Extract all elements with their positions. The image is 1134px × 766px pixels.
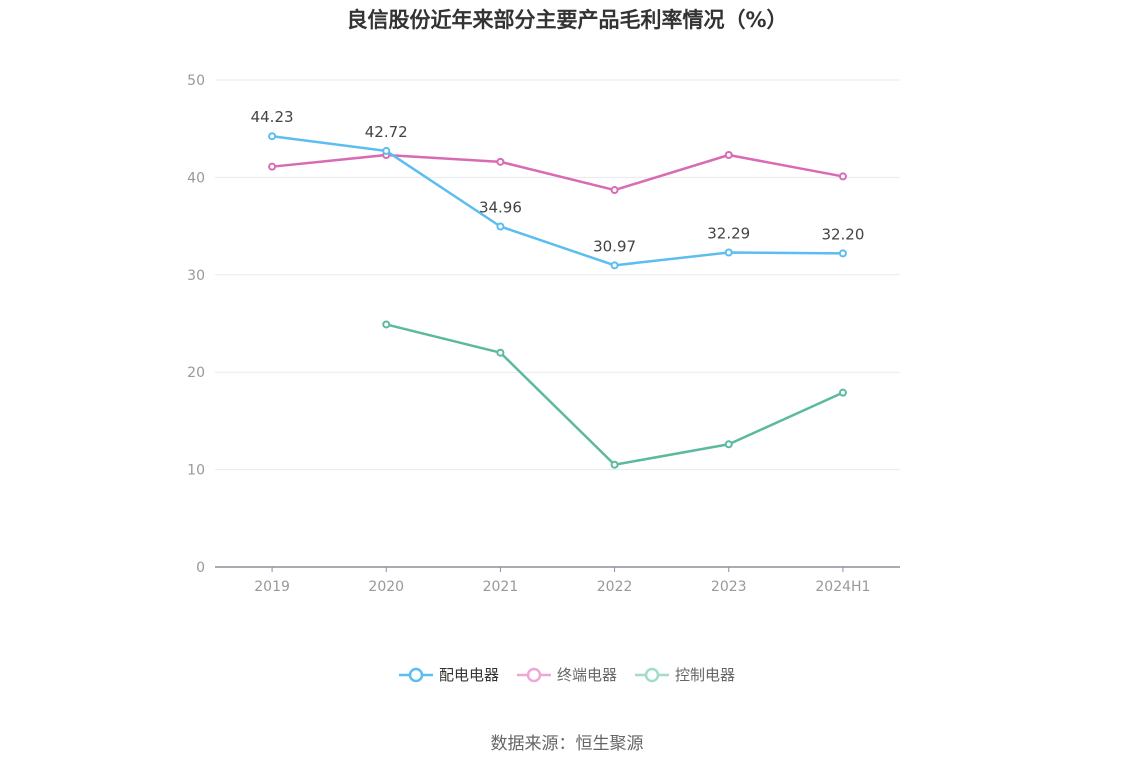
data-point [838, 249, 847, 258]
legend-item-series-1[interactable]: 终端电器 [516, 664, 617, 685]
legend-item-series-0[interactable]: 配电电器 [398, 664, 499, 685]
data-label: 44.23 [251, 108, 294, 126]
data-label: 32.20 [821, 225, 864, 243]
data-point [724, 248, 733, 257]
chart-legend: 配电电器 终端电器 控制电器 [0, 664, 1134, 685]
y-tick-label: 10 [187, 463, 205, 479]
legend-label: 终端电器 [556, 666, 617, 684]
x-tick-label: 2021 [483, 579, 519, 595]
x-tick-label: 2023 [711, 579, 747, 595]
data-source-note: 数据来源：恒生聚源 [490, 734, 644, 754]
series-line-2 [385, 323, 844, 466]
data-label: 42.72 [365, 123, 408, 141]
x-tick-label: 2024H1 [815, 579, 870, 595]
series-line-1 [271, 153, 844, 192]
legend-item-series-2[interactable]: 控制电器 [635, 664, 735, 685]
legend-label: 控制电器 [675, 666, 736, 684]
x-tick-label: 2020 [368, 579, 404, 595]
data-point [724, 440, 733, 449]
data-point [838, 172, 847, 181]
chart-title: 良信股份近年来部分主要产品毛利率情况（%） [346, 8, 788, 32]
data-point [610, 460, 619, 469]
data-point [724, 150, 733, 159]
line-chart: 0 10 20 30 40 50 2019 2020 2021 2022 2023 2024H1 44.… [187, 73, 900, 595]
data-label: 32.29 [707, 224, 750, 242]
data-point [838, 388, 847, 397]
data-point [382, 320, 391, 329]
y-tick-label: 20 [187, 365, 205, 381]
data-label: 34.96 [479, 198, 522, 216]
data-label: 30.97 [593, 237, 636, 255]
legend-marker-icon [635, 667, 669, 682]
legend-marker-icon [516, 667, 551, 682]
y-tick-label: 0 [196, 560, 205, 576]
x-tick-label: 2019 [254, 579, 290, 595]
series-line-0 [271, 134, 843, 267]
data-point [496, 222, 505, 231]
data-point [268, 132, 277, 141]
data-point [610, 261, 619, 270]
data-point [382, 146, 391, 155]
y-tick-label: 40 [187, 170, 205, 186]
data-point [610, 186, 619, 195]
data-point [496, 348, 505, 357]
legend-marker-icon [398, 667, 433, 682]
y-tick-label: 30 [187, 268, 205, 284]
data-point [268, 162, 277, 171]
y-tick-label: 50 [187, 73, 205, 89]
legend-label: 配电电器 [438, 666, 499, 684]
x-tick-label: 2022 [597, 579, 633, 595]
data-point [496, 157, 505, 166]
